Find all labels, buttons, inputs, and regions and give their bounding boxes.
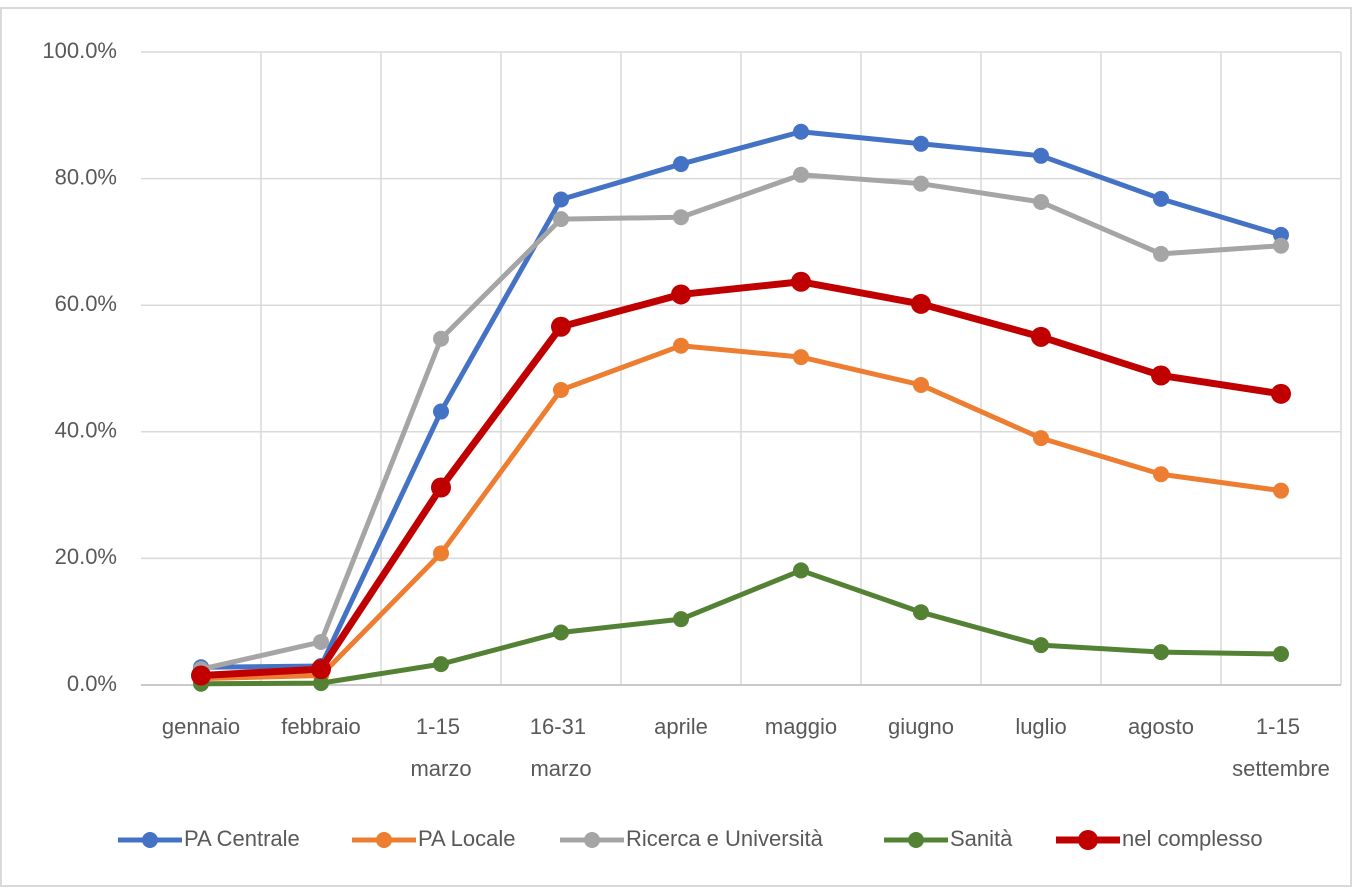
data-point <box>1273 645 1289 662</box>
data-point <box>1151 365 1171 386</box>
data-point <box>911 293 931 314</box>
data-point <box>913 376 929 393</box>
series-line <box>200 278 1282 680</box>
x-tick-label: maggio <box>765 714 837 739</box>
data-point <box>1033 147 1049 164</box>
x-tick-label-line: marzo <box>410 756 471 781</box>
data-point <box>1033 430 1049 447</box>
data-point <box>673 337 689 354</box>
data-point <box>553 382 569 399</box>
legend-swatch-marker <box>376 832 392 848</box>
y-tick-label: 20.0% <box>55 544 117 569</box>
legend-label: PA Locale <box>418 826 515 851</box>
legend-swatch-marker <box>584 832 600 848</box>
data-point <box>313 675 329 692</box>
data-point <box>553 624 569 641</box>
data-point <box>793 166 809 183</box>
data-point <box>1153 644 1169 661</box>
x-tick-label: 1-15 marzo <box>410 714 471 781</box>
x-tick-label: agosto <box>1128 714 1194 739</box>
data-point <box>191 665 211 686</box>
y-tick-label: 100.0% <box>42 38 117 63</box>
data-point <box>673 209 689 226</box>
legend-label: PA Centrale <box>184 826 300 851</box>
y-tick-label: 60.0% <box>55 291 117 316</box>
legend-swatch-marker <box>908 832 924 848</box>
data-point <box>1153 466 1169 483</box>
series-line <box>200 567 1282 687</box>
x-tick-label: giugno <box>888 714 954 739</box>
data-point <box>1273 482 1289 499</box>
data-point <box>673 156 689 173</box>
y-tick-label: 80.0% <box>55 164 117 189</box>
x-tick-label: 16-31 marzo <box>530 714 592 781</box>
data-point <box>1031 326 1051 347</box>
data-point <box>1271 383 1291 404</box>
data-point <box>913 175 929 192</box>
legend-label: Ricerca e Università <box>626 826 824 851</box>
series-line <box>200 343 1282 682</box>
series-line <box>200 172 1282 672</box>
data-point <box>913 135 929 152</box>
data-point <box>1153 190 1169 207</box>
data-point <box>1153 245 1169 262</box>
legend-label: nel complesso <box>1122 826 1263 851</box>
data-point <box>433 330 449 347</box>
data-point <box>433 545 449 562</box>
y-tick-label: 40.0% <box>55 418 117 443</box>
x-tick-label-line: 1-15 <box>416 714 466 739</box>
legend-swatch-marker <box>142 832 158 848</box>
x-tick-label-line: 16-31 <box>530 714 592 739</box>
x-tick-label: aprile <box>654 714 708 739</box>
data-point <box>313 633 329 650</box>
x-tick-label: 1-15 settembre <box>1232 714 1330 781</box>
data-point <box>793 562 809 579</box>
x-tick-label-line: settembre <box>1232 756 1330 781</box>
x-tick-label-line: 1-15 <box>1256 714 1306 739</box>
x-tick-label: luglio <box>1015 714 1066 739</box>
data-point <box>913 604 929 621</box>
x-tick-label: gennaio <box>162 714 240 739</box>
y-tick-label: 0.0% <box>67 671 117 696</box>
data-point <box>433 656 449 673</box>
data-point <box>553 211 569 228</box>
data-point <box>433 403 449 420</box>
data-point <box>793 349 809 366</box>
data-point <box>553 191 569 208</box>
data-point <box>1033 637 1049 654</box>
data-point <box>551 316 571 337</box>
data-point <box>791 271 811 292</box>
data-point <box>673 611 689 628</box>
data-point <box>1273 237 1289 254</box>
data-point <box>1033 194 1049 211</box>
data-point <box>311 659 331 680</box>
data-point <box>671 284 691 305</box>
data-point <box>431 477 451 498</box>
x-tick-label-line: marzo <box>530 756 591 781</box>
series-line <box>200 129 1282 670</box>
chart-frame <box>0 7 1352 887</box>
legend-swatch-marker <box>1078 830 1098 850</box>
legend-label: Sanità <box>950 826 1013 851</box>
data-point <box>793 123 809 140</box>
x-tick-label: febbraio <box>281 714 361 739</box>
